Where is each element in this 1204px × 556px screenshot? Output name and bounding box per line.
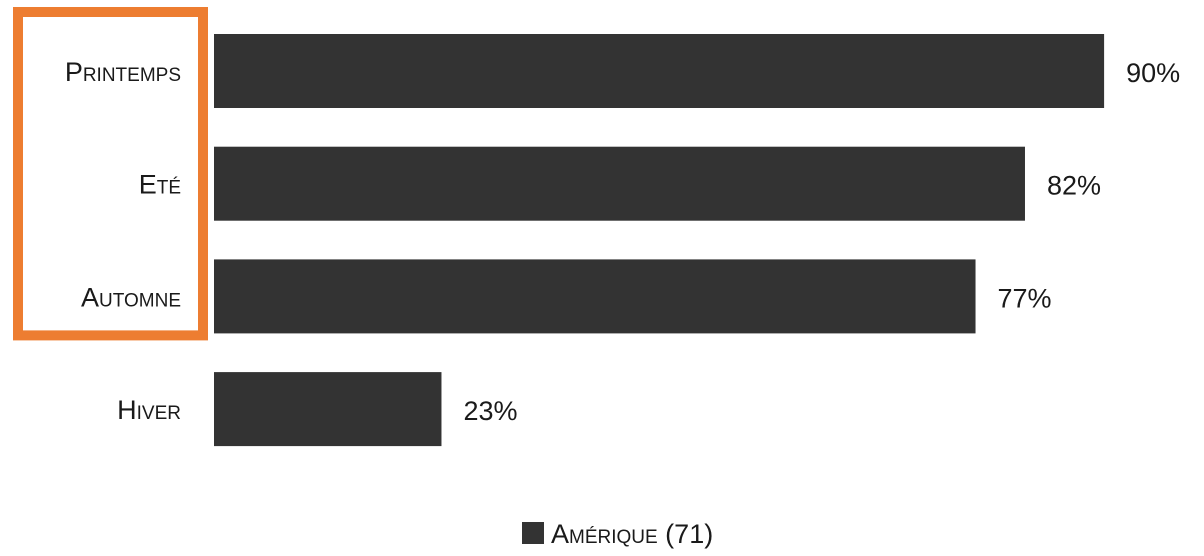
value-label-automne: 77% bbox=[998, 283, 1052, 313]
category-label-automne: Automne bbox=[81, 282, 181, 312]
value-label-eté: 82% bbox=[1047, 171, 1101, 201]
category-label-hiver: Hiver bbox=[117, 395, 181, 425]
value-label-printemps: 90% bbox=[1126, 58, 1180, 88]
legend-label: Amérique (71) bbox=[551, 519, 713, 549]
bar-printemps bbox=[214, 34, 1105, 108]
bar-eté bbox=[214, 146, 1025, 221]
category-label-eté: Eté bbox=[139, 170, 181, 200]
bar-hiver bbox=[214, 372, 442, 447]
legend: Amérique (71) bbox=[522, 519, 713, 549]
value-labels-group: 90% 82% 77% 23% bbox=[463, 58, 1180, 426]
category-label-printemps: Printemps bbox=[65, 57, 181, 87]
highlight-layer bbox=[13, 7, 208, 341]
bar-automne bbox=[214, 259, 976, 334]
category-labels-group: Printemps Eté Automne Hiver bbox=[65, 57, 181, 425]
highlight-box bbox=[13, 7, 208, 341]
legend-swatch bbox=[522, 522, 544, 544]
bars-group bbox=[214, 34, 1105, 447]
value-label-hiver: 23% bbox=[463, 396, 517, 426]
